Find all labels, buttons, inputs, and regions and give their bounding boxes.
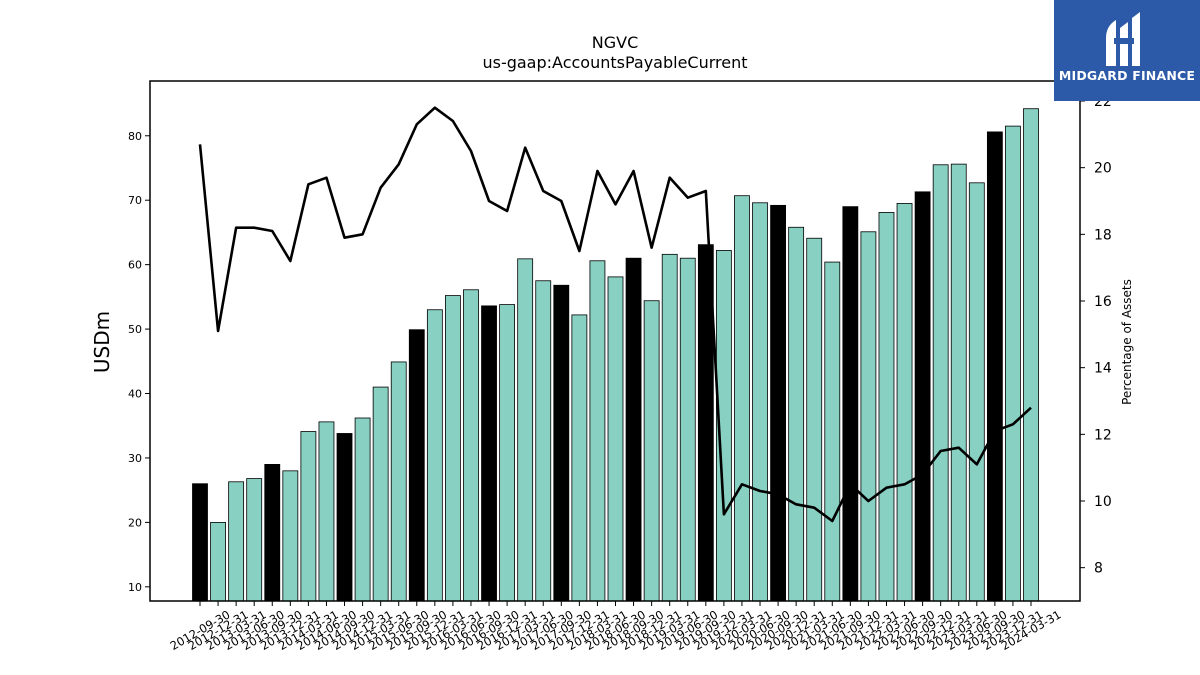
bar-2015-12-31 bbox=[426, 309, 443, 602]
bar-2013-06-30 bbox=[246, 478, 263, 602]
y-tick-label-80: 80 bbox=[128, 130, 142, 143]
y2-tick-label-20: 20 bbox=[1094, 161, 1112, 177]
bar-2013-09-30 bbox=[264, 463, 281, 602]
bar-2021-12-31 bbox=[860, 231, 877, 602]
y-tick-label-60: 60 bbox=[128, 259, 142, 272]
bar-2018-06-30 bbox=[607, 276, 624, 602]
bar-2021-09-30 bbox=[842, 206, 859, 602]
y2-tick-label-14: 14 bbox=[1094, 361, 1112, 377]
bar-2020-12-31 bbox=[788, 226, 805, 602]
bar-2022-12-31 bbox=[932, 164, 949, 602]
bar-2016-12-31 bbox=[499, 304, 516, 602]
bar-2020-06-30 bbox=[752, 202, 768, 602]
bar-2021-03-31 bbox=[806, 237, 823, 602]
bar-2013-03-31 bbox=[228, 481, 245, 602]
y2-tick-label-8: 8 bbox=[1094, 561, 1103, 577]
bar-2019-06-30 bbox=[679, 257, 696, 602]
y2-tick-label-16: 16 bbox=[1094, 294, 1112, 310]
y-tick-label-10: 10 bbox=[128, 581, 142, 594]
bar-2012-09-30 bbox=[192, 483, 208, 602]
y2-tick-label-12: 12 bbox=[1094, 427, 1112, 443]
bar-2022-03-31 bbox=[878, 212, 895, 602]
chart-title: NGVC bbox=[592, 33, 638, 52]
chart-subtitle: us-gaap:AccountsPayableCurrent bbox=[482, 53, 747, 72]
bar-2024-03-31 bbox=[1023, 108, 1039, 602]
bar-2015-09-30 bbox=[408, 329, 425, 602]
bar-2020-03-31 bbox=[734, 195, 750, 602]
bars-layer bbox=[192, 108, 1039, 602]
bar-2021-06-30 bbox=[824, 261, 841, 602]
y-axis-label: USDm bbox=[90, 311, 114, 373]
bar-2014-09-30 bbox=[336, 433, 353, 602]
logo-mark-icon bbox=[1106, 12, 1140, 66]
bar-2016-03-31 bbox=[445, 295, 461, 602]
bar-2019-03-31 bbox=[661, 253, 678, 602]
bar-2012-12-31 bbox=[210, 521, 226, 602]
y-tick-label-20: 20 bbox=[128, 516, 142, 529]
bar-2013-12-31 bbox=[282, 470, 299, 602]
y-tick-label-50: 50 bbox=[128, 323, 142, 336]
bar-2014-03-31 bbox=[300, 431, 317, 602]
bar-2023-09-30 bbox=[986, 131, 1003, 602]
bar-2018-09-30 bbox=[625, 257, 642, 602]
bar-2017-09-30 bbox=[553, 284, 570, 602]
y-tick-label-40: 40 bbox=[128, 388, 142, 401]
midgard-finance-logo: MIDGARD FINANCE bbox=[1054, 0, 1200, 101]
y-tick-label-30: 30 bbox=[128, 452, 142, 465]
bar-2023-06-30 bbox=[968, 182, 985, 602]
bar-2015-06-30 bbox=[390, 361, 407, 602]
bar-2018-12-31 bbox=[643, 300, 660, 602]
bar-2016-09-30 bbox=[481, 305, 497, 602]
bar-2014-06-30 bbox=[318, 421, 335, 602]
y2-tick-label-10: 10 bbox=[1094, 494, 1112, 510]
line-layer bbox=[198, 106, 1032, 523]
bar-2015-03-31 bbox=[372, 386, 389, 602]
bar-2014-12-31 bbox=[354, 417, 371, 602]
bar-2016-06-30 bbox=[463, 289, 479, 602]
bar-2017-12-31 bbox=[571, 314, 588, 602]
bar-2023-12-31 bbox=[1005, 125, 1021, 602]
bar-2020-09-30 bbox=[770, 204, 786, 602]
series-line-percentage-of-assets bbox=[198, 106, 1032, 523]
bar-2022-06-30 bbox=[896, 203, 913, 602]
bar-2018-03-31 bbox=[589, 260, 606, 602]
y2-axis-label: Percentage of Assets bbox=[1120, 279, 1134, 405]
bar-2017-03-31 bbox=[517, 258, 534, 602]
y2-tick-label-18: 18 bbox=[1094, 227, 1112, 243]
y-tick-label-70: 70 bbox=[128, 194, 142, 207]
bar-2023-03-31 bbox=[950, 163, 967, 602]
bar-2017-06-30 bbox=[535, 280, 552, 602]
logo-text: MIDGARD FINANCE bbox=[1058, 68, 1196, 83]
axes-layer: 10203040506070808101214161820222012-09-3… bbox=[128, 80, 1112, 653]
bar-2022-09-30 bbox=[914, 191, 931, 602]
